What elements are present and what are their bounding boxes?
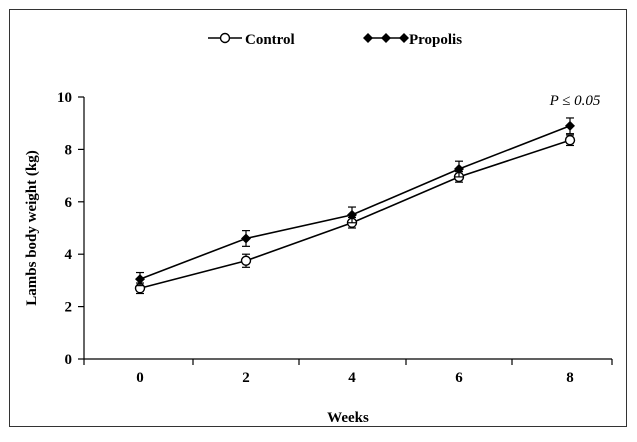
y-tick-label: 8 xyxy=(65,142,73,158)
propolis-data-point xyxy=(135,274,145,285)
x-tick-label: 2 xyxy=(242,370,250,386)
propolis-data-point xyxy=(347,209,357,220)
legend-propolis-marker-2 xyxy=(381,33,391,43)
legend: Control Propolis xyxy=(208,32,462,48)
propolis-data-point xyxy=(241,233,251,244)
legend-propolis-label: Propolis xyxy=(409,32,462,48)
y-tick-label: 6 xyxy=(65,195,73,211)
y-tick-label: 2 xyxy=(65,300,73,316)
significance-annotation: P ≤ 0.05 xyxy=(549,93,601,109)
legend-control-label: Control xyxy=(245,32,295,48)
x-axis-label: Weeks xyxy=(327,410,369,426)
y-tick-label: 10 xyxy=(57,90,72,106)
y-tick-label: 0 xyxy=(65,352,73,368)
legend-propolis-marker-1 xyxy=(363,33,373,43)
propolis-data-point xyxy=(454,164,464,175)
figure-frame xyxy=(9,9,627,427)
x-tick-label: 0 xyxy=(136,370,144,386)
series-layer xyxy=(134,117,576,295)
y-tick-label: 4 xyxy=(65,247,73,263)
y-tick-group: 0 2 4 6 8 10 xyxy=(57,90,84,368)
legend-propolis-marker-3 xyxy=(399,33,409,43)
control-data-point xyxy=(240,255,252,266)
control-data-point xyxy=(564,135,576,146)
y-axis-label: Lambs body weight (kg) xyxy=(24,150,40,305)
x-tick-label: 4 xyxy=(348,370,356,386)
propolis-data-point xyxy=(565,120,575,131)
x-tick-label: 8 xyxy=(566,370,574,386)
x-tick-group: 0 2 4 6 8 xyxy=(83,359,613,386)
x-tick-label: 6 xyxy=(455,370,463,386)
legend-control-marker xyxy=(219,32,231,44)
